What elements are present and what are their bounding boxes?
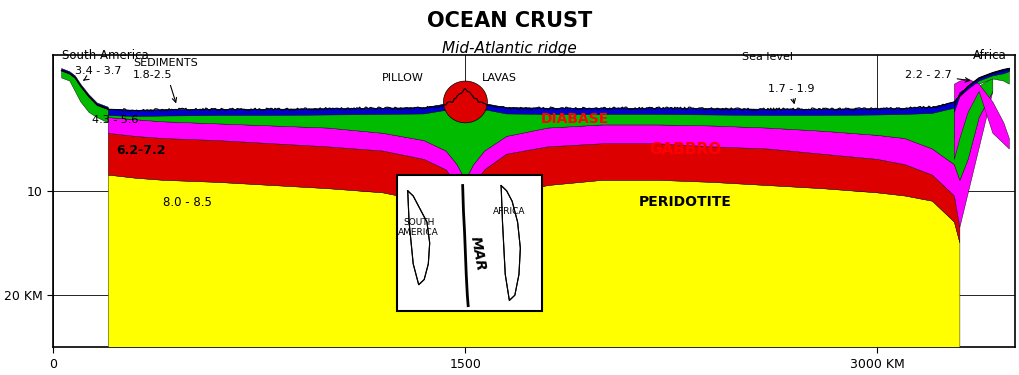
Polygon shape <box>108 102 955 117</box>
Text: MAR: MAR <box>468 235 487 272</box>
Polygon shape <box>955 69 1010 107</box>
Text: 3.4 - 3.7: 3.4 - 3.7 <box>75 66 122 80</box>
Bar <box>396 175 542 311</box>
Text: Sea level: Sea level <box>742 52 793 62</box>
Text: 2.2 - 2.7: 2.2 - 2.7 <box>905 70 970 82</box>
Text: 4.3 - 5.6: 4.3 - 5.6 <box>92 115 139 125</box>
Text: OCEAN CRUST: OCEAN CRUST <box>427 11 592 31</box>
Text: AFRICA: AFRICA <box>493 207 526 216</box>
Text: PILLOW: PILLOW <box>382 73 424 83</box>
Polygon shape <box>501 186 521 300</box>
Text: Mid-Atlantic ridge: Mid-Atlantic ridge <box>442 41 577 56</box>
Text: Africa: Africa <box>973 49 1007 62</box>
Text: 1.7 - 1.9: 1.7 - 1.9 <box>767 84 814 103</box>
Polygon shape <box>108 78 993 191</box>
Polygon shape <box>443 81 487 123</box>
Polygon shape <box>955 69 1010 112</box>
Polygon shape <box>108 133 960 243</box>
Polygon shape <box>108 92 993 227</box>
Polygon shape <box>108 175 960 347</box>
Polygon shape <box>955 69 1010 138</box>
Polygon shape <box>408 191 430 285</box>
Polygon shape <box>61 70 108 123</box>
Text: SOUTH
AMERICA: SOUTH AMERICA <box>398 217 439 237</box>
Text: PERIDOTITE: PERIDOTITE <box>639 195 732 209</box>
Text: 8.0 - 8.5: 8.0 - 8.5 <box>163 196 212 209</box>
Text: LAVAS: LAVAS <box>482 73 517 83</box>
Text: SEDIMENTS
1.8-2.5: SEDIMENTS 1.8-2.5 <box>133 58 198 102</box>
Text: 6.2-7.2: 6.2-7.2 <box>116 144 166 157</box>
Text: DIABASE: DIABASE <box>541 112 609 126</box>
Polygon shape <box>955 79 1010 159</box>
Polygon shape <box>61 69 108 109</box>
Polygon shape <box>61 70 108 109</box>
Text: South America: South America <box>61 49 149 62</box>
Text: GABBRO: GABBRO <box>649 142 721 157</box>
